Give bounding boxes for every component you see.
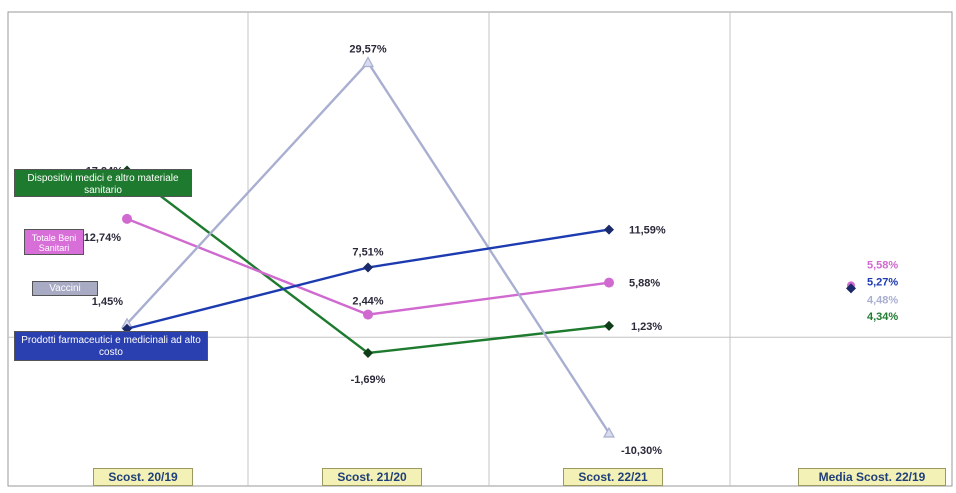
x-category-label: Scost. 21/20: [322, 468, 422, 486]
legend-vaccini: Vaccini: [32, 281, 98, 296]
x-category-label: Media Scost. 22/19: [798, 468, 946, 486]
data-point: [363, 348, 373, 359]
legend-prodotti: Prodotti farmaceutici e medicinali ad al…: [14, 331, 208, 361]
data-label: -1,69%: [351, 374, 386, 386]
data-label: -10,30%: [621, 445, 662, 457]
data-label: 5,88%: [629, 278, 660, 290]
data-point: [604, 277, 614, 288]
mean-label: 5,58%: [867, 259, 898, 271]
x-category-label: Scost. 22/21: [563, 468, 663, 486]
series-line: [126, 169, 610, 355]
mean-label: 5,27%: [867, 276, 898, 288]
x-category-label: Scost. 20/19: [93, 468, 193, 486]
data-point: [604, 224, 614, 235]
data-point: [363, 309, 373, 320]
mean-label: 4,34%: [867, 311, 898, 323]
legend-totale: Totale Beni Sanitari: [24, 229, 84, 255]
data-point: [363, 262, 373, 273]
data-label: 11,59%: [629, 225, 666, 237]
data-point: [602, 426, 616, 438]
mean-label: 4,48%: [867, 295, 898, 307]
mean-point: [846, 283, 856, 294]
data-point: [361, 56, 375, 68]
data-label: 7,51%: [352, 246, 383, 258]
data-point: [122, 213, 132, 224]
data-label: 29,57%: [349, 43, 387, 55]
data-label: 2,44%: [352, 296, 383, 308]
data-point: [604, 320, 614, 331]
legend-dispositivi: Dispositivi medici e altro materiale san…: [14, 169, 192, 197]
data-label: 1,23%: [631, 321, 662, 333]
data-label: 1,45%: [92, 296, 123, 308]
plot-frame: [7, 11, 953, 487]
data-label: 12,74%: [84, 232, 122, 244]
